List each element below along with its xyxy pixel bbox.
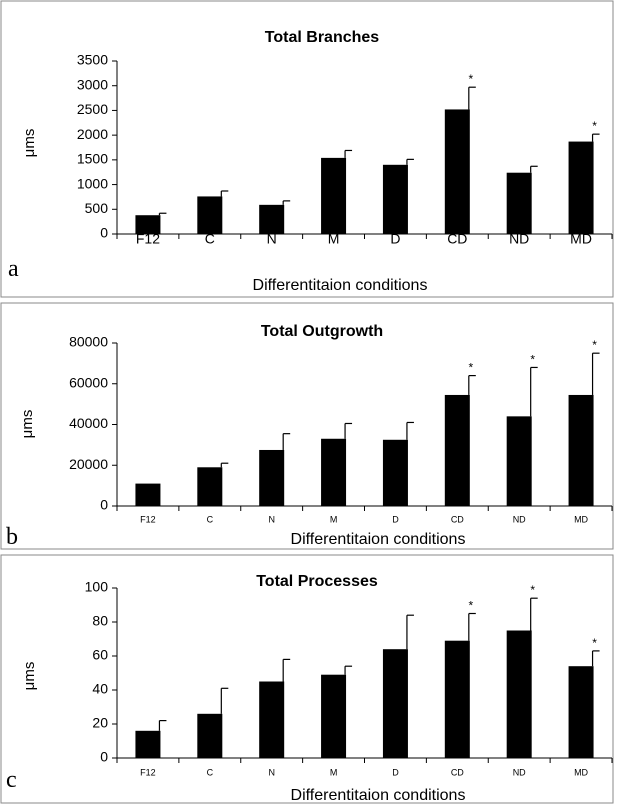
x-tick-label: CD xyxy=(451,514,464,524)
y-tick-label: 0 xyxy=(100,497,108,513)
x-tick-label: CD xyxy=(447,231,467,247)
x-tick-label: MD xyxy=(574,767,588,777)
x-tick-label: N xyxy=(268,767,275,777)
y-tick-label: 3500 xyxy=(77,52,108,68)
y-tick-label: 20 xyxy=(92,715,108,731)
x-axis-label: Differentitaion conditions xyxy=(291,787,466,804)
x-tick-label: C xyxy=(205,231,215,247)
bar xyxy=(382,649,408,758)
significance-marker: * xyxy=(468,361,473,375)
y-tick-label: 2000 xyxy=(77,126,108,142)
y-axis-label: μms xyxy=(21,129,38,158)
y-tick-label: 40000 xyxy=(69,415,108,431)
x-tick-label: D xyxy=(390,231,400,247)
x-tick-label: C xyxy=(207,514,214,524)
x-tick-label: CD xyxy=(451,767,464,777)
x-axis-label: Differentitaion conditions xyxy=(291,531,466,548)
bar xyxy=(197,196,223,234)
chart-title: Total Outgrowth xyxy=(261,323,383,340)
panel-frame xyxy=(0,0,614,298)
x-axis-label: Differentitaion conditions xyxy=(253,277,428,294)
significance-marker: * xyxy=(592,338,597,352)
x-tick-label: M xyxy=(330,767,338,777)
panel-letter: b xyxy=(6,524,18,550)
bar xyxy=(259,449,285,506)
x-tick-label: MD xyxy=(570,231,592,247)
y-tick-label: 0 xyxy=(100,749,108,765)
bar xyxy=(321,438,347,506)
significance-marker: * xyxy=(530,583,535,597)
bar xyxy=(135,730,161,758)
x-tick-label: M xyxy=(330,514,338,524)
bar xyxy=(321,157,347,234)
bar xyxy=(382,439,408,506)
significance-marker: * xyxy=(468,599,473,613)
significance-marker: * xyxy=(592,636,597,650)
bar xyxy=(506,416,532,506)
panel-letter: c xyxy=(6,767,17,793)
bar xyxy=(259,681,285,758)
x-tick-label: M xyxy=(328,231,340,247)
x-tick-label: D xyxy=(392,767,399,777)
significance-marker: * xyxy=(592,119,597,133)
bar xyxy=(382,164,408,234)
bar xyxy=(444,394,470,506)
y-tick-label: 80000 xyxy=(69,334,108,350)
panel-b: Total Outgrowth μms Differentitaion cond… xyxy=(0,302,614,550)
y-tick-label: 40 xyxy=(92,681,108,697)
y-tick-label: 60 xyxy=(92,647,108,663)
bar xyxy=(506,172,532,234)
x-tick-label: MD xyxy=(574,514,588,524)
x-tick-label: ND xyxy=(513,767,526,777)
x-tick-label: F12 xyxy=(136,231,160,247)
bar xyxy=(197,713,223,758)
y-tick-label: 0 xyxy=(100,225,108,241)
y-tick-label: 60000 xyxy=(69,374,108,390)
chart-title: Total Processes xyxy=(256,573,378,590)
bar xyxy=(568,141,594,234)
x-tick-label: F12 xyxy=(140,767,156,777)
x-tick-label: ND xyxy=(509,231,529,247)
bar xyxy=(444,640,470,758)
bar xyxy=(444,109,470,234)
x-tick-label: F12 xyxy=(140,514,156,524)
bar xyxy=(568,666,594,758)
y-axis-label: μms xyxy=(19,410,36,439)
significance-marker: * xyxy=(530,352,535,366)
y-tick-label: 3000 xyxy=(77,76,108,92)
y-axis-label: μms xyxy=(21,662,38,691)
y-tick-label: 500 xyxy=(85,200,109,216)
x-tick-label: N xyxy=(268,514,275,524)
bar xyxy=(321,674,347,758)
bar xyxy=(568,394,594,506)
panel-letter: a xyxy=(8,256,19,282)
x-tick-label: D xyxy=(392,514,399,524)
y-tick-label: 2500 xyxy=(77,101,108,117)
bar xyxy=(506,630,532,758)
x-tick-label: N xyxy=(267,231,277,247)
significance-marker: * xyxy=(468,72,473,86)
y-tick-label: 80 xyxy=(92,613,108,629)
x-tick-label: ND xyxy=(513,514,526,524)
bar xyxy=(135,483,161,506)
bar xyxy=(197,467,223,506)
y-tick-label: 1500 xyxy=(77,151,108,167)
y-tick-label: 20000 xyxy=(69,456,108,472)
y-tick-label: 100 xyxy=(85,579,109,595)
panel-a: Total Branches μms Differentitaion condi… xyxy=(0,0,614,298)
x-tick-label: C xyxy=(207,767,214,777)
panel-c: Total Processes μms Differentitaion cond… xyxy=(0,554,614,804)
y-tick-label: 1000 xyxy=(77,175,108,191)
chart-title: Total Branches xyxy=(265,29,380,46)
bar xyxy=(259,204,285,234)
bar xyxy=(135,215,161,234)
